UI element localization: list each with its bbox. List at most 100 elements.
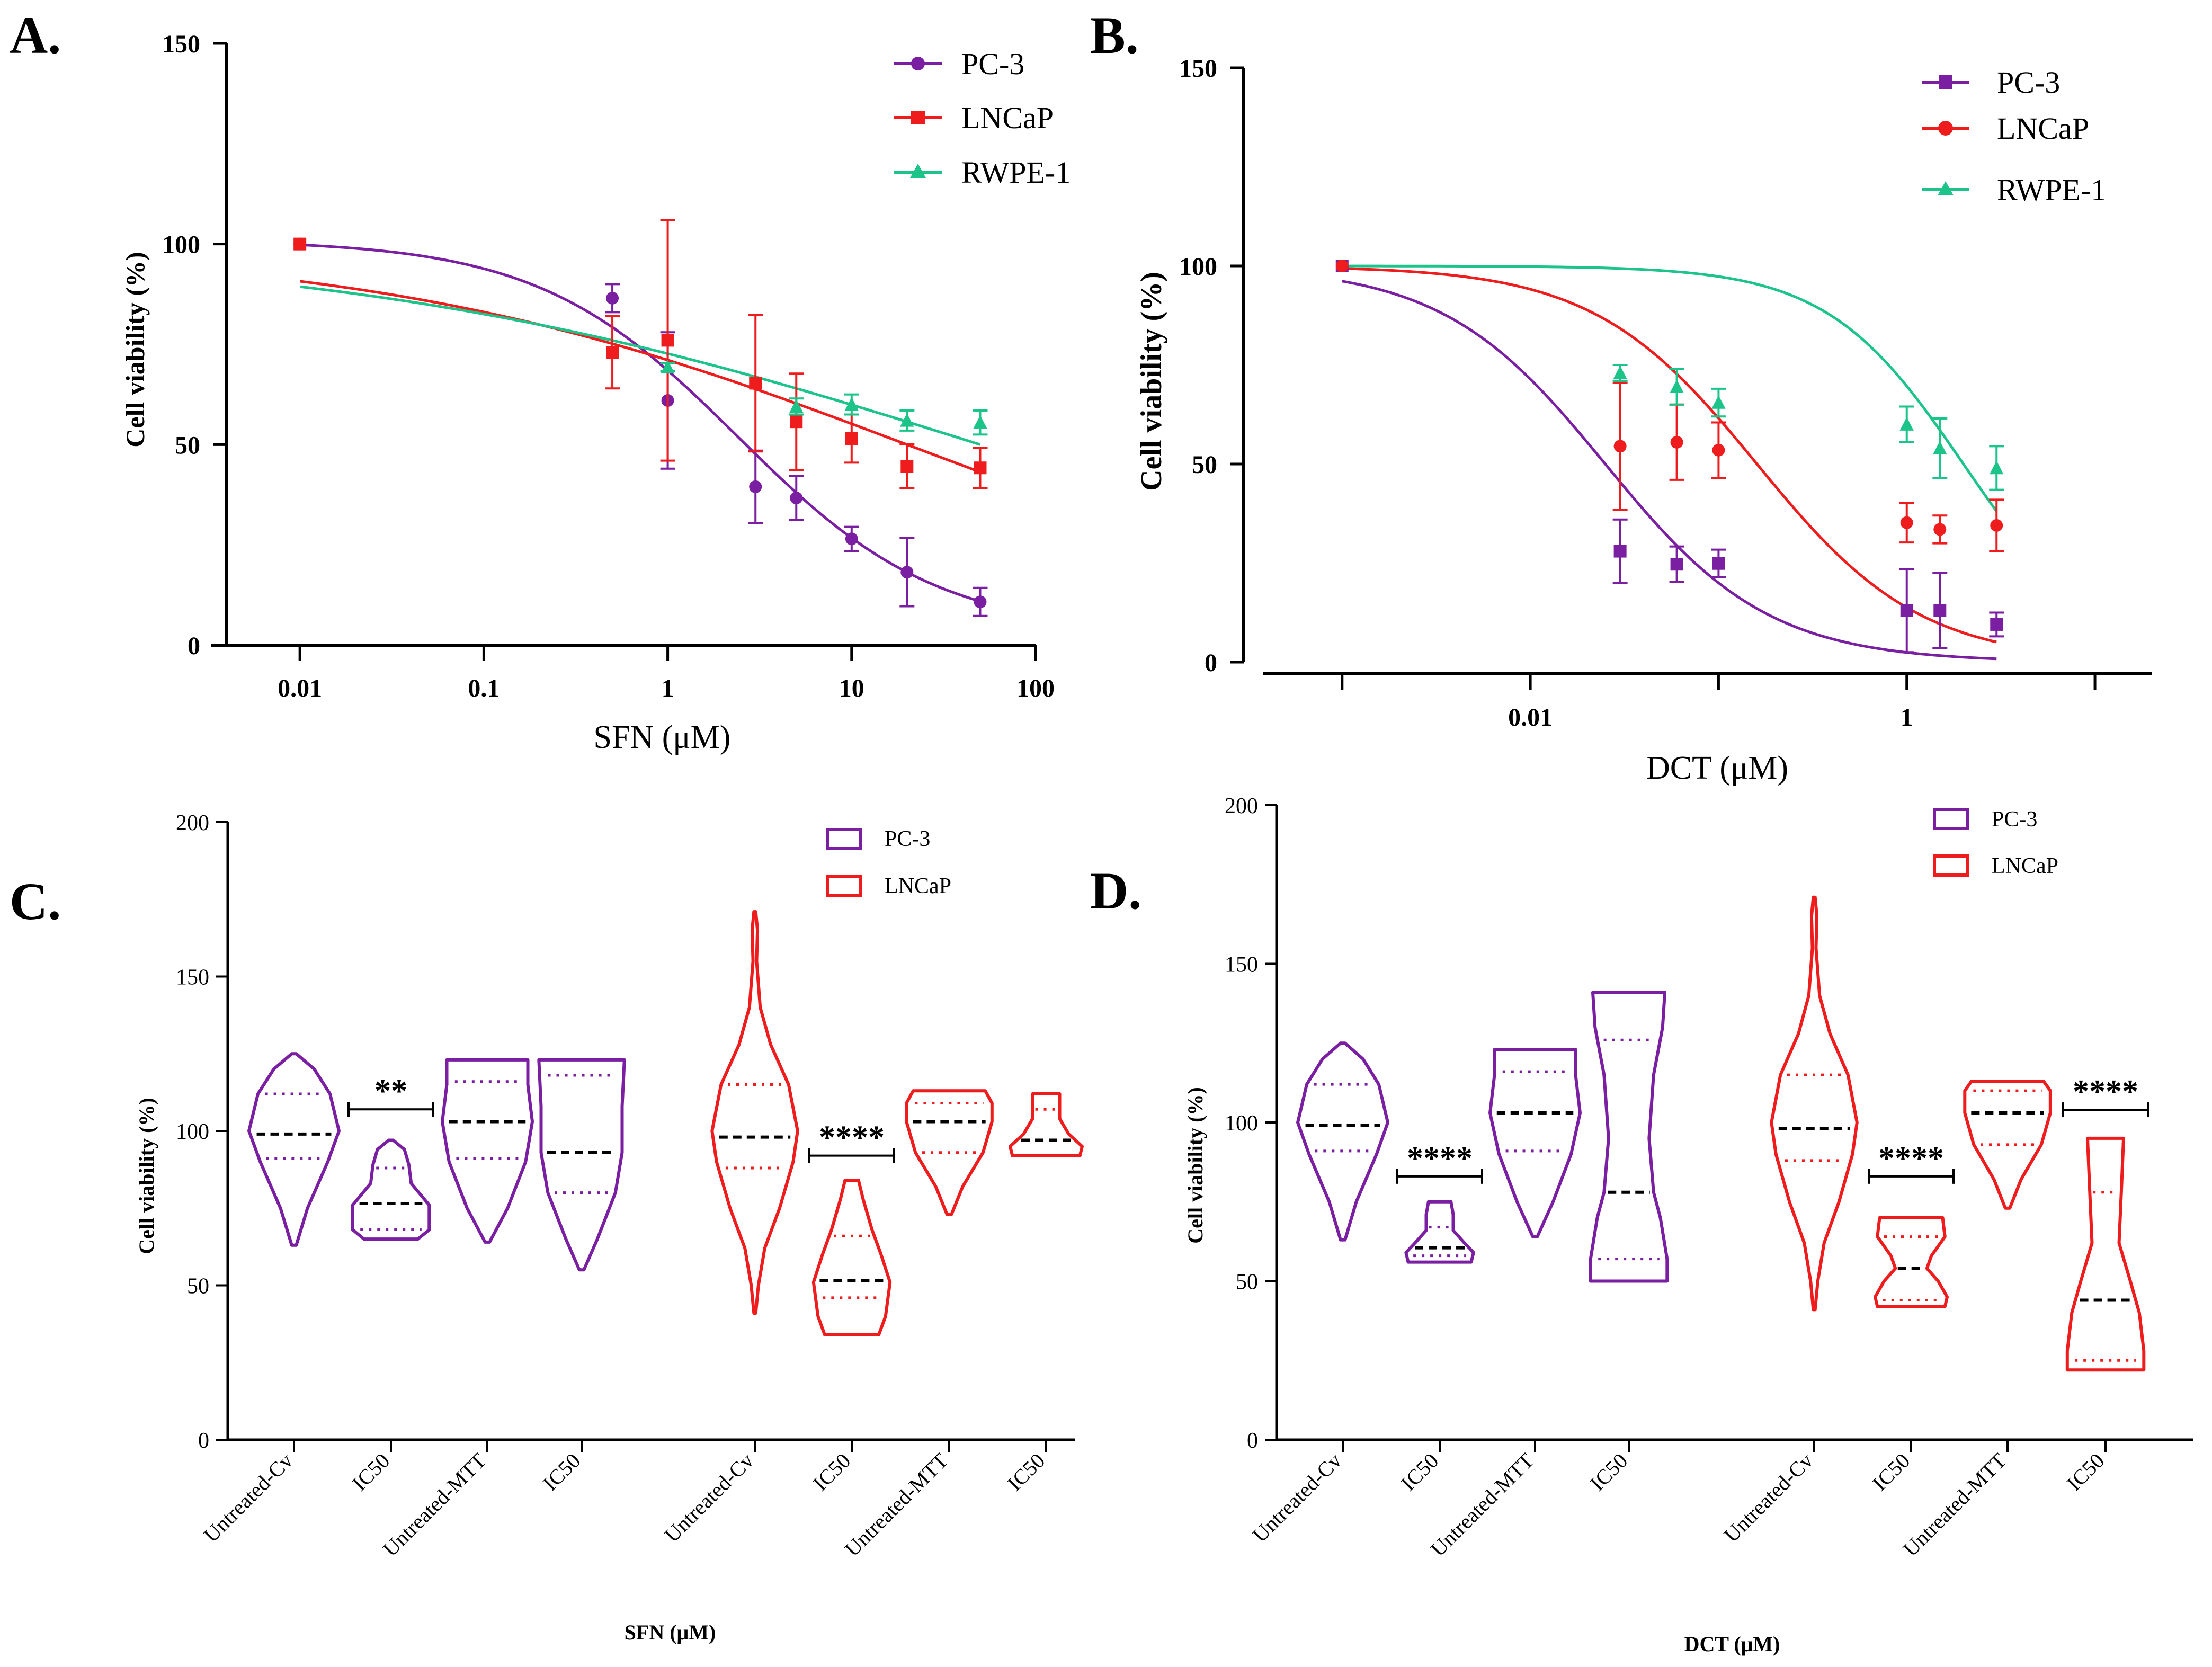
- panel-c-significance: ******: [347, 1073, 895, 1163]
- y-tick-label: 150: [162, 30, 200, 58]
- legend-pc3: PC-3: [894, 47, 1024, 81]
- data-point-lncap: [606, 346, 619, 359]
- data-point-rwpe-1: [900, 413, 914, 427]
- category-label: Untreated-MTT: [840, 1449, 952, 1561]
- panel-b-data-points: [1335, 260, 2004, 654]
- panel-d-significance: **** **** ****: [1396, 1074, 2149, 1184]
- violin-pc-3: [1296, 1041, 1389, 1242]
- legend-pc3: PC-3: [826, 827, 930, 851]
- fit-curve-lncap: [299, 280, 981, 474]
- x-tick-label: 1: [662, 674, 674, 702]
- x-tick-label: 0.01: [278, 674, 322, 702]
- category-label: IC50: [1585, 1449, 1632, 1495]
- y-tick-label: 150: [176, 966, 209, 990]
- violin-lncap: [2065, 1136, 2146, 1372]
- significance-label: ****: [2073, 1074, 2138, 1110]
- data-point-pc-3: [1900, 604, 1913, 617]
- data-point-rwpe-1: [1670, 379, 1684, 393]
- data-point-lncap: [1613, 440, 1627, 453]
- legend-rwpe1-label: RWPE-1: [1997, 173, 2106, 207]
- legend-lncap-label: LNCaP: [1992, 854, 2058, 878]
- legend-pc3: PC-3: [1933, 807, 2037, 832]
- legend-lncap-marker: [1938, 121, 1953, 136]
- legend-lncap: LNCaP: [1933, 854, 2058, 878]
- legend-pc3-swatch: [1933, 808, 1969, 830]
- data-point-pc-3: [1933, 604, 1947, 617]
- y-tick-label: 50: [175, 431, 200, 459]
- category-label: Untreated-Cv: [1248, 1449, 1346, 1547]
- panel-c-legend: PC-3 LNCaP: [826, 827, 951, 898]
- significance-label: ****: [1407, 1140, 1473, 1176]
- legend-rwpe1-label: RWPE-1: [961, 155, 1071, 190]
- data-point-lncap: [790, 415, 803, 429]
- legend-lncap-label: LNCaP: [1997, 111, 2089, 146]
- y-tick-label: 150: [1225, 953, 1258, 977]
- category-label: IC50: [347, 1449, 394, 1495]
- legend-lncap-marker: [911, 111, 925, 124]
- x-tick-label: 0.01: [1508, 703, 1553, 732]
- y-tick-label: 50: [1236, 1270, 1258, 1295]
- violin-lncap: [1874, 1216, 1949, 1308]
- legend-rwpe1-marker: [1938, 181, 1954, 195]
- data-point-lncap: [1712, 443, 1725, 457]
- data-point-rwpe-1: [661, 360, 675, 373]
- fit-curve-pc-3: [1342, 280, 1997, 661]
- x-tick-label: 10: [839, 674, 864, 702]
- legend-lncap-label: LNCaP: [961, 101, 1054, 135]
- data-point-lncap: [1933, 523, 1947, 536]
- panel-a-x-title: SFN (μM): [594, 719, 731, 755]
- panel-b-y-title: Cell viability (%): [1135, 272, 1168, 491]
- fit-curve-rwpe-1: [299, 285, 981, 446]
- data-point-pc-3: [606, 291, 619, 305]
- y-tick-label: 150: [1179, 55, 1217, 83]
- legend-lncap-swatch: [1933, 854, 1969, 877]
- panel-a-fit-curves: [299, 243, 981, 603]
- data-point-rwpe-1: [1933, 441, 1947, 454]
- panel-a-y-title: Cell viability (%): [120, 252, 150, 447]
- panel-b-legend: PC-3 LNCaP RWPE-1: [1922, 65, 2106, 207]
- panel-b-fit-curves: [1342, 264, 1998, 661]
- panel-c-x-title: SFN (μM): [625, 1620, 716, 1644]
- panel-b-x-title: DCT (μM): [1646, 750, 1788, 786]
- legend-lncap: LNCaP: [1922, 111, 2089, 146]
- panel-d-legend: PC-3 LNCaP: [1933, 807, 2058, 878]
- legend-lncap-swatch: [826, 875, 862, 897]
- data-point-rwpe-1: [789, 399, 804, 413]
- violin-pc-3: [351, 1138, 431, 1241]
- panel-d-y-title: Cell viability (%): [1183, 1087, 1207, 1244]
- legend-lncap: LNCaP: [894, 101, 1054, 135]
- violin-pc-3: [441, 1058, 534, 1244]
- legend-rwpe1-marker: [910, 164, 926, 178]
- legend-pc3-marker: [911, 57, 925, 70]
- x-tick-label: 100: [1016, 674, 1055, 702]
- significance-label: ****: [1878, 1140, 1944, 1176]
- legend-rwpe1: RWPE-1: [894, 155, 1071, 190]
- category-label: IC50: [2062, 1449, 2109, 1495]
- y-tick-label: 100: [162, 231, 200, 259]
- category-label: Untreated-Cv: [660, 1449, 759, 1547]
- violin-lncap: [710, 910, 799, 1315]
- data-point-pc-3: [749, 480, 762, 493]
- x-tick-label: 0.1: [468, 674, 500, 702]
- x-tick-label: 1: [1901, 703, 1913, 732]
- violin-lncap: [811, 1179, 892, 1336]
- panel-a-label: A.: [10, 6, 61, 65]
- panel-b-label: B.: [1090, 6, 1139, 65]
- data-point-pc-3: [1670, 558, 1683, 571]
- data-point-lncap: [749, 377, 762, 390]
- y-tick-label: 0: [1205, 649, 1217, 677]
- y-tick-label: 100: [176, 1120, 209, 1144]
- data-point-pc-3: [790, 492, 803, 505]
- legend-pc3-label: PC-3: [1992, 807, 2037, 832]
- panel-c: C. Cell viability (%) SFN (μM) 0 50 100 150…: [10, 811, 1084, 1644]
- data-point-rwpe-1: [1899, 417, 1914, 431]
- y-tick-label: 100: [1179, 253, 1217, 281]
- data-point-rwpe-1: [1613, 366, 1627, 379]
- data-point-lncap: [1335, 260, 1349, 272]
- panel-d: D. Cell viability (%) DCT (μM) 0 50 100 150…: [1090, 794, 2193, 1656]
- data-point-pc-3: [1613, 545, 1627, 558]
- violin-pc-3: [1404, 1200, 1475, 1264]
- data-point-lncap: [1990, 519, 2003, 532]
